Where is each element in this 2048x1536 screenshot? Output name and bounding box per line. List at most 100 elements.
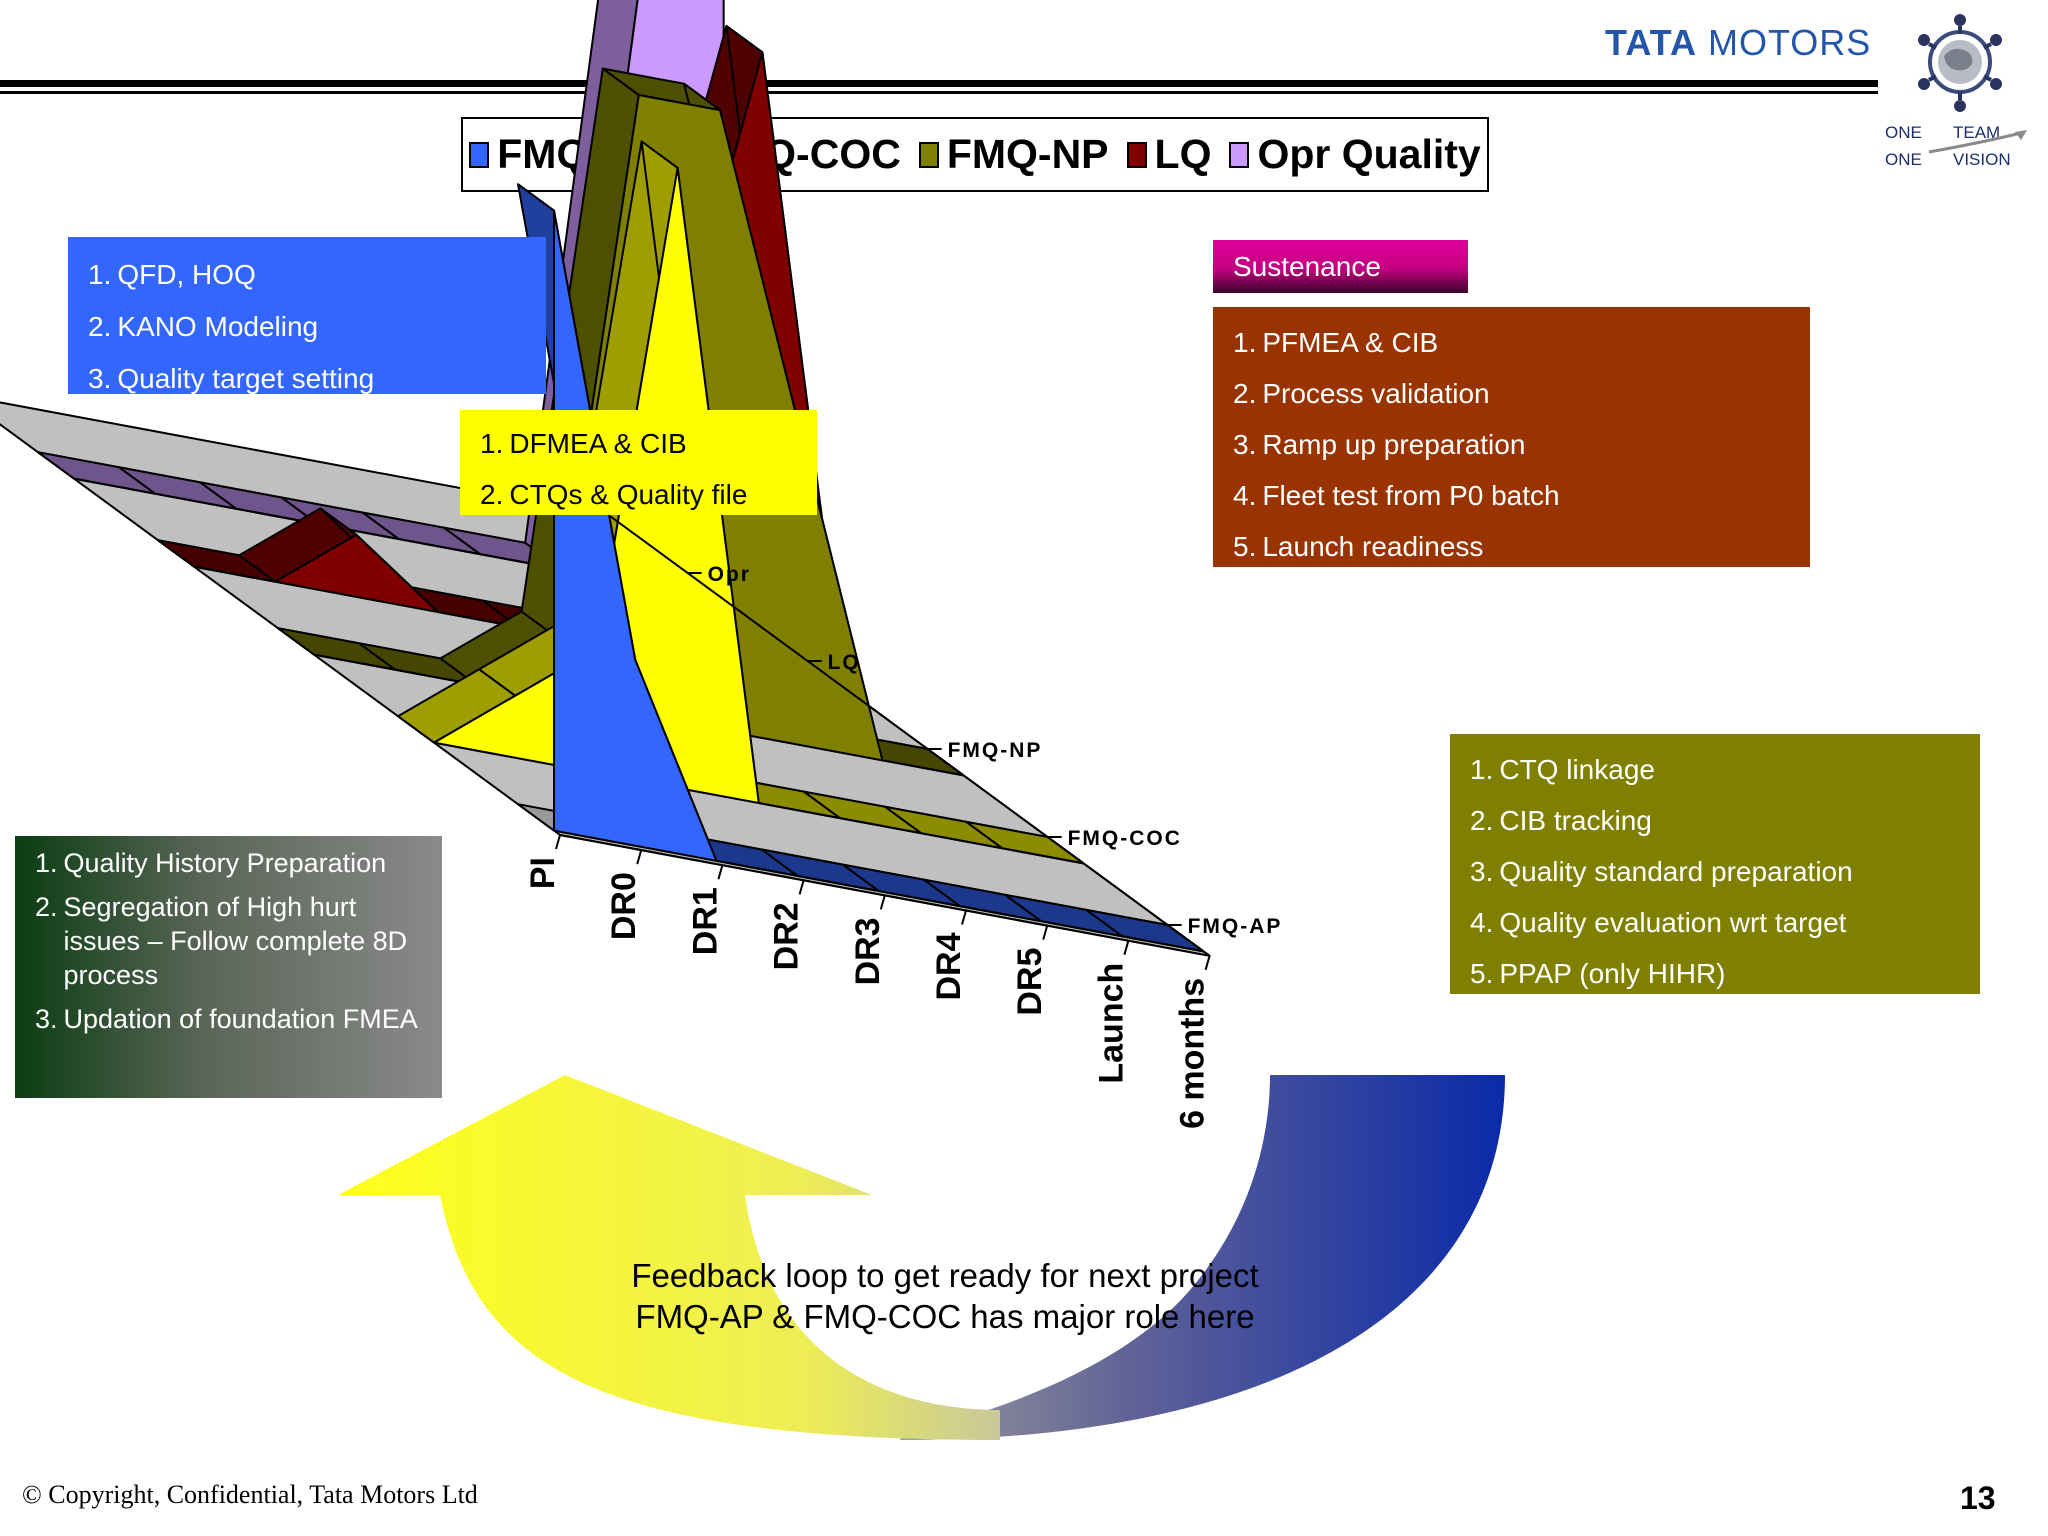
category-label: DR0 [605, 872, 643, 940]
legend-entry: Opr Quality [1229, 131, 1481, 178]
category-label: DR2 [768, 902, 806, 970]
category-tick [961, 910, 967, 925]
slogan-one-b: ONE [1885, 150, 1922, 169]
category-label: 6 months [1174, 978, 1212, 1129]
category-tick [1123, 940, 1130, 955]
category-label: PI [524, 857, 562, 889]
list-text: CTQ linkage [1499, 754, 1655, 785]
list-number: 2. [35, 892, 58, 922]
legend-entry: FMQ-NP [918, 131, 1109, 178]
list-text: Ramp up preparation [1262, 429, 1526, 460]
list-number: 3. [1233, 429, 1257, 460]
list-number: 5. [1470, 958, 1494, 989]
list-text: KANO Modeling [117, 311, 319, 342]
box-pfmea: 1. PFMEA & CIB 2. Process validation 3. Ramp … [1213, 307, 1810, 567]
slogan-vision: VISION [1953, 150, 2011, 169]
list-text: CTQs & Quality file [509, 479, 748, 510]
list-text: DFMEA & CIB [509, 428, 687, 459]
list-text: PPAP (only HIHR) [1499, 958, 1726, 989]
feedback-line-2: FMQ-AP & FMQ-COC has major role here [635, 1298, 1255, 1335]
list-item: 1. DFMEA & CIB [480, 418, 797, 469]
list-text: Quality History Preparation [63, 848, 387, 878]
depth-label: FMQ-NP [948, 739, 1043, 762]
category-label: DR3 [849, 917, 887, 985]
legend-swatch [469, 141, 490, 168]
team-emblem-icon [1918, 14, 2002, 112]
box-sustenance: Sustenance [1213, 240, 1468, 293]
header-rule [0, 80, 1878, 87]
list-item: 3. Updation of foundation FMEA [35, 1002, 422, 1036]
slogan-arrow-icon [1928, 130, 2027, 154]
list-item: 5. PPAP (only HIHR) [1470, 948, 1960, 999]
feedback-arrow-left [338, 1075, 1000, 1440]
legend-label: LQ [1154, 131, 1212, 177]
list-number: 1. [480, 428, 504, 459]
category-tick [798, 880, 805, 895]
slogan-team: TEAM [1953, 123, 2001, 142]
header-rule-thin [0, 91, 1878, 94]
category-label: DR4 [930, 932, 968, 1000]
feedback-arrow-right [900, 1075, 1505, 1440]
category-tick [717, 864, 724, 880]
list-item: 2. CIB tracking [1470, 795, 1960, 846]
list-number: 4. [1470, 907, 1494, 938]
list-text: PFMEA & CIB [1262, 327, 1439, 358]
category-tick [636, 849, 643, 865]
legend-swatch [1126, 141, 1147, 168]
depth-label: Opr [708, 563, 751, 586]
legend-label: FMQ-NP [946, 131, 1109, 177]
copyright-text: © Copyright, Confidential, Tata Motors L… [22, 1480, 478, 1509]
category-label: DR5 [1011, 948, 1049, 1016]
list-text: Quality standard preparation [1499, 856, 1853, 887]
list-number: 3. [1470, 856, 1494, 887]
list-number: 3. [88, 363, 112, 394]
slogan-one-a: ONE [1885, 123, 1922, 142]
list-item: 3. Quality target setting [88, 353, 526, 405]
category-label: DR1 [686, 887, 724, 955]
list-item: 4. Quality evaluation wrt target [1470, 897, 1960, 948]
list-number: 1. [35, 848, 58, 878]
depth-label: FMQ-AP [1188, 915, 1283, 938]
category-tick [879, 895, 886, 910]
box-ctq: 1. CTQ linkage 2. CIB tracking 3. Quality sta… [1450, 734, 1980, 994]
list-item: 3. Ramp up preparation [1233, 419, 1790, 470]
list-text: Quality target setting [117, 363, 375, 394]
list-number: 2. [1470, 805, 1494, 836]
list-item: 2. Segregation of High hurt issues – Foll… [35, 890, 422, 992]
category-tick [1042, 925, 1049, 940]
list-number: 3. [35, 1004, 58, 1034]
list-text: Quality evaluation wrt target [1499, 907, 1847, 938]
box-dfmea: 1. DFMEA & CIB 2. CTQs & Quality file [460, 410, 817, 515]
category-tick [555, 834, 561, 850]
list-item: 2. Process validation [1233, 368, 1790, 419]
list-text: CIB tracking [1499, 805, 1652, 836]
list-item: 4. Fleet test from P0 batch [1233, 470, 1790, 521]
legend-entry: LQ [1126, 131, 1212, 178]
legend-swatch [1229, 141, 1250, 168]
list-text: Process validation [1262, 378, 1490, 409]
list-text: Fleet test from P0 batch [1262, 480, 1560, 511]
list-number: 1. [1470, 754, 1494, 785]
category-tick [1204, 955, 1211, 971]
list-number: 2. [1233, 378, 1257, 409]
box-qfd: 1. QFD, HOQ 2. KANO Modeling 3. Quality targe… [68, 237, 546, 394]
list-item: 1. CTQ linkage [1470, 744, 1960, 795]
list-text: QFD, HOQ [117, 259, 256, 290]
list-text: Launch readiness [1262, 531, 1484, 562]
list-number: 5. [1233, 531, 1257, 562]
list-item: 2. CTQs & Quality file [480, 469, 797, 520]
feedback-text: Feedback loop to get ready for next proj… [560, 1255, 1330, 1337]
legend-label: Opr Quality [1257, 131, 1481, 177]
list-item: 1. Quality History Preparation [35, 846, 422, 880]
list-item: 2. KANO Modeling [88, 301, 526, 353]
list-number: 2. [88, 311, 112, 342]
category-label: Launch [1092, 963, 1130, 1084]
list-number: 1. [1233, 327, 1257, 358]
list-number: 1. [88, 259, 112, 290]
page-number: 13 [1960, 1480, 1996, 1516]
depth-label: FMQ-COC [1068, 827, 1182, 850]
brand-logo: TATA MOTORS [1605, 22, 1872, 63]
list-item: 1. PFMEA & CIB [1233, 317, 1790, 368]
list-text: Updation of foundation FMEA [63, 1004, 418, 1034]
